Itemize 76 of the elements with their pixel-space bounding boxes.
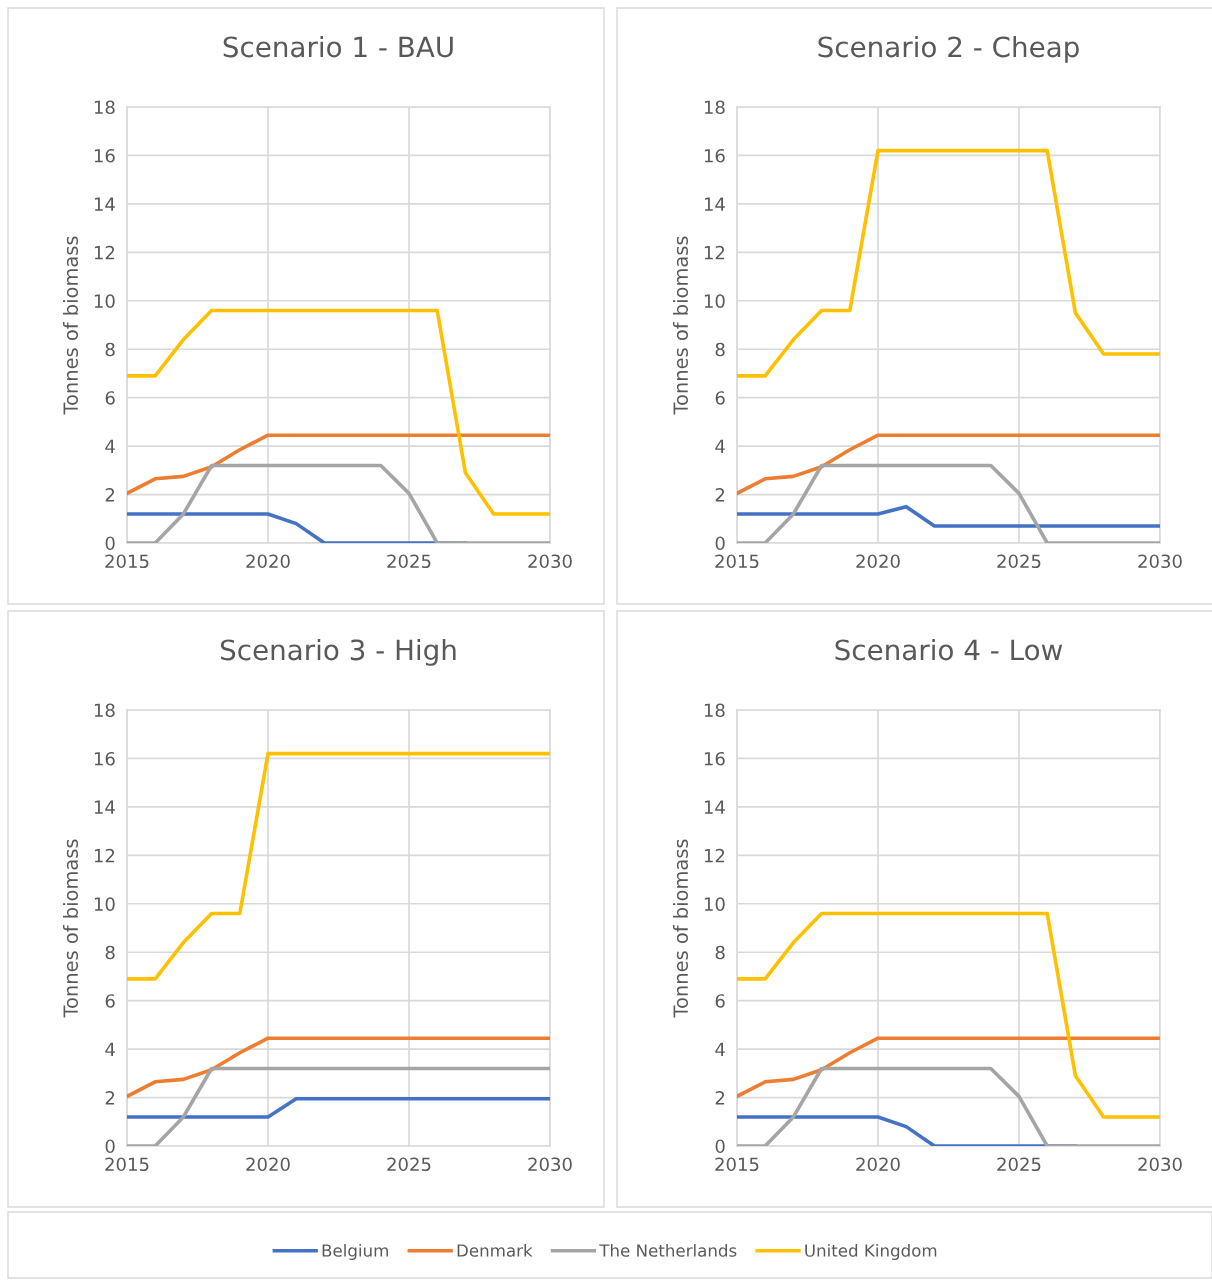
y-tick-label: 16 (94, 751, 115, 766)
y-tick-label: 12 (94, 848, 115, 863)
line-series (737, 1036, 1160, 1099)
x-tick-label: 2020 (246, 1157, 290, 1172)
y-tick-label: 4 (715, 1042, 725, 1056)
x-tick-label: 2015 (715, 554, 759, 569)
y-tick-label: 16 (94, 148, 115, 163)
x-tick-label: 2015 (105, 554, 149, 569)
line-series (127, 1036, 550, 1099)
y-tick-label: 0 (715, 536, 725, 551)
x-tick-label: 2030 (1138, 554, 1182, 569)
x-tick-label: 2030 (1138, 1157, 1182, 1172)
y-tick-label: 6 (715, 994, 725, 1008)
y-tick-label: 14 (94, 800, 115, 814)
y-tick-label: 18 (94, 703, 115, 718)
x-tick-label: 2030 (528, 1157, 572, 1172)
y-tick-label: 12 (704, 245, 725, 260)
y-tick-label: 2 (105, 488, 115, 502)
line-series (737, 148, 1160, 378)
line-series (127, 433, 550, 496)
y-tick-label: 0 (105, 536, 115, 551)
x-tick-label: 2015 (715, 1157, 759, 1172)
y-tick-label: 16 (704, 751, 725, 766)
y-tick-label: 4 (715, 439, 725, 453)
y-tick-label: 12 (704, 848, 725, 863)
line-series (127, 308, 550, 516)
x-tick-label: 2020 (856, 1157, 900, 1172)
x-tick-label: 2020 (246, 554, 290, 569)
x-tick-label: 2025 (387, 1157, 431, 1172)
y-tick-label: 18 (94, 100, 115, 115)
y-tick-label: 14 (94, 197, 115, 211)
y-tick-label: 2 (105, 1091, 115, 1105)
y-tick-label: 8 (105, 342, 115, 357)
line-series (737, 433, 1160, 496)
y-tick-label: 6 (715, 391, 725, 405)
y-tick-label: 18 (704, 703, 725, 718)
chart-title: Scenario 1 - BAU (223, 35, 453, 58)
y-tick-label: 10 (704, 294, 725, 308)
line-series (737, 911, 1160, 1119)
x-tick-label: 2020 (856, 554, 900, 569)
y-tick-label: 8 (715, 342, 725, 357)
y-axis-title: Tonnes of biomass (672, 236, 689, 415)
x-tick-label: 2025 (997, 1157, 1041, 1172)
y-tick-label: 2 (715, 488, 725, 502)
y-tick-label: 8 (105, 945, 115, 960)
y-tick-label: 6 (105, 994, 115, 1008)
line-series (127, 751, 550, 981)
y-tick-label: 10 (94, 294, 115, 308)
y-tick-label: 6 (105, 391, 115, 405)
y-tick-label: 10 (704, 897, 725, 911)
y-axis-title: Tonnes of biomass (672, 839, 689, 1018)
x-tick-label: 2025 (387, 554, 431, 569)
y-tick-label: 8 (715, 945, 725, 960)
y-tick-label: 14 (704, 197, 725, 211)
y-tick-label: 10 (94, 897, 115, 911)
y-axis-title: Tonnes of biomass (62, 236, 79, 415)
y-tick-label: 2 (715, 1091, 725, 1105)
y-tick-label: 0 (105, 1139, 115, 1154)
y-tick-label: 14 (704, 800, 725, 814)
x-tick-label: 2030 (528, 554, 572, 569)
y-tick-label: 0 (715, 1139, 725, 1154)
chart-title: Scenario 4 - Low (835, 638, 1063, 661)
y-tick-label: 18 (704, 100, 725, 115)
y-tick-label: 16 (704, 148, 725, 163)
x-tick-label: 2015 (105, 1157, 149, 1172)
y-tick-label: 4 (105, 1042, 115, 1056)
legend-label: Denmark (457, 1243, 533, 1257)
legend-label: United Kingdom (805, 1243, 937, 1261)
x-tick-label: 2025 (997, 554, 1041, 569)
chart-title: Scenario 3 - High (220, 638, 456, 666)
y-axis-title: Tonnes of biomass (62, 839, 79, 1018)
chart-title: Scenario 2 - Cheap (818, 35, 1079, 63)
y-tick-label: 12 (94, 245, 115, 260)
y-tick-label: 4 (105, 439, 115, 453)
legend-label: Belgium (322, 1243, 388, 1261)
legend-label: The Netherlands (599, 1243, 737, 1257)
